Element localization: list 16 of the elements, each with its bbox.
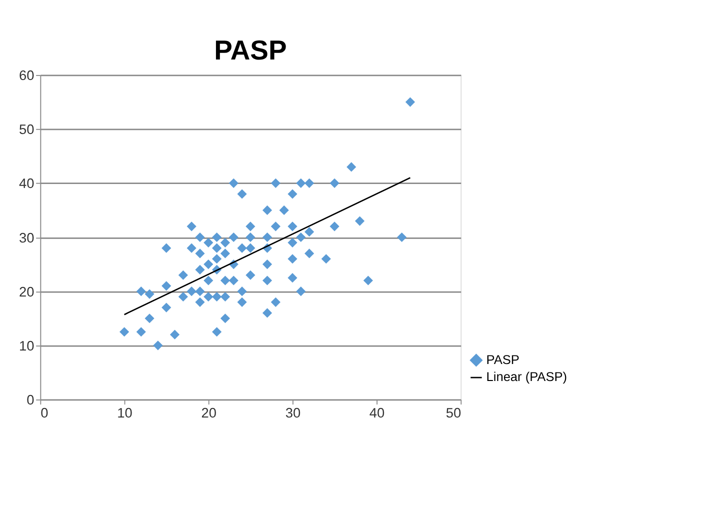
y-tick-label: 10: [19, 338, 35, 354]
legend-label: PASP: [486, 352, 520, 367]
x-tick-label: 20: [201, 405, 217, 420]
y-tick-label: 40: [19, 176, 35, 192]
x-tick-label: 0: [40, 405, 49, 420]
chart-title: PASP: [214, 34, 287, 66]
x-tick-label: 50: [446, 405, 462, 420]
y-tick-label: 50: [19, 122, 35, 138]
y-tick-label: 60: [19, 68, 35, 84]
y-tick-label: 30: [19, 230, 35, 246]
y-tick-label: 0: [26, 392, 35, 408]
y-tick-label: 20: [19, 284, 35, 300]
x-tick-label: 10: [117, 405, 133, 420]
legend-label: Linear (PASP): [486, 369, 568, 384]
x-tick-label: 30: [285, 405, 301, 420]
x-tick-label: 40: [369, 405, 386, 420]
